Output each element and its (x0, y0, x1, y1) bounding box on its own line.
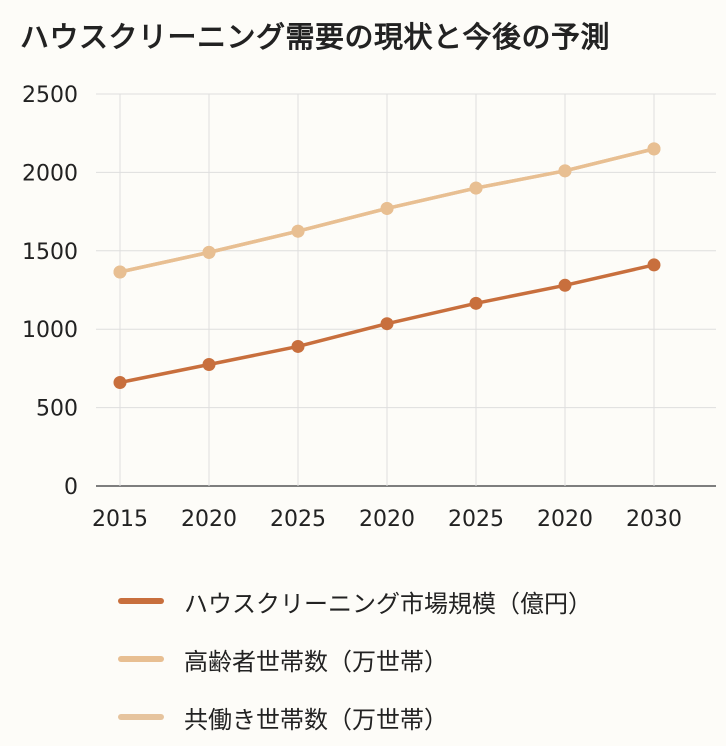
x-axis-ticks: 2015 2020 2025 2020 2025 2020 2030 (92, 507, 682, 532)
y-axis-ticks: 0 500 1000 1500 2000 2500 (22, 83, 78, 500)
legend-label-dual-income: 共働き世帯数（万世帯） (184, 705, 448, 734)
y-tick-label: 1000 (22, 318, 78, 343)
y-tick-label: 2000 (22, 161, 78, 186)
series-1-point (202, 245, 216, 259)
legend: ハウスクリーニング市場規模（億円） 高齢者世帯数（万世帯） 共働き世帯数（万世帯… (118, 572, 592, 746)
y-tick-label: 500 (36, 397, 78, 422)
series-1-point (113, 265, 127, 279)
legend-swatch-elderly (118, 656, 164, 662)
x-tick-label: 2020 (359, 507, 415, 532)
chart-title: ハウスクリーニング需要の現状と今後の予測 (20, 20, 611, 54)
series-1-point (380, 201, 394, 215)
x-tick-label: 2030 (626, 507, 682, 532)
x-tick-label: 2020 (537, 507, 593, 532)
x-tick-label: 2025 (448, 507, 504, 532)
series-0-point (113, 376, 127, 390)
legend-label-market: ハウスクリーニング市場規模（億円） (184, 589, 592, 618)
legend-label-elderly: 高齢者世帯数（万世帯） (184, 647, 448, 676)
series-0-point (380, 317, 394, 331)
x-tick-label: 2020 (181, 507, 237, 532)
legend-swatch-market (118, 598, 164, 604)
series-0-point (469, 296, 483, 310)
y-tick-label: 0 (64, 475, 78, 500)
legend-item-elderly: 高齢者世帯数（万世帯） (118, 630, 592, 688)
series-1-point (291, 224, 305, 238)
series-0-point (558, 278, 572, 292)
series-1-point (558, 164, 572, 178)
legend-item-market: ハウスクリーニング市場規模（億円） (118, 572, 592, 630)
series-0-point (202, 357, 216, 371)
y-tick-label: 1500 (22, 240, 78, 265)
x-tick-label: 2015 (92, 507, 148, 532)
series-0-point (647, 258, 661, 272)
legend-item-dual-income: 共働き世帯数（万世帯） (118, 688, 592, 746)
line-chart: 0 500 1000 1500 2000 2500 2015 2020 2025 2020 202… (22, 83, 716, 532)
series-1-point (647, 142, 661, 156)
grid (96, 93, 716, 487)
y-tick-label: 2500 (22, 83, 78, 108)
series-1-point (469, 181, 483, 195)
series-0-point (291, 339, 305, 353)
x-tick-label: 2025 (270, 507, 326, 532)
series-group (113, 142, 661, 390)
